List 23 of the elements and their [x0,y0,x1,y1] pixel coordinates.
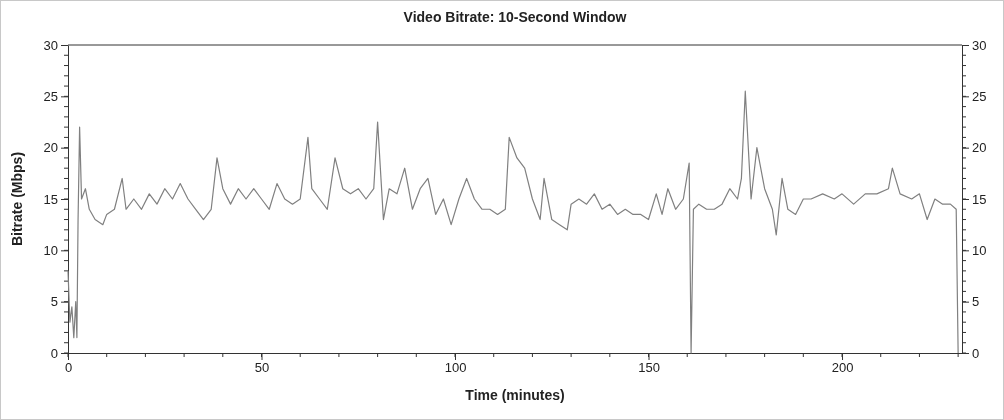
y-tick-label: 5 [50,294,58,310]
x-tick-label: 100 [444,360,467,376]
y-tick-label: 25 [43,88,58,104]
x-tick-label: 0 [64,360,73,376]
y2-tick-label: 0 [972,345,980,361]
y2-tick-label: 15 [972,191,987,207]
y2-tick-label: 10 [972,242,987,258]
y-tick-label: 0 [50,345,58,361]
chart-title: Video Bitrate: 10-Second Window [403,9,627,25]
y-axis-title: Bitrate (Mbps) [9,151,25,247]
y2-tick-label: 20 [972,140,987,156]
y2-tick-label: 25 [972,88,987,104]
x-tick-label: 200 [831,360,854,376]
y-tick-label: 15 [43,191,58,207]
y2-tick-label: 30 [972,37,987,53]
line-series [67,90,959,354]
y2-tick-label: 5 [972,294,980,310]
x-tick-label: 50 [254,360,270,376]
x-tick-label: 150 [638,360,660,376]
x-axis-title: Time (minutes) [465,387,565,403]
y-tick-label: 30 [43,37,58,53]
y-tick-label: 10 [43,242,58,258]
y-tick-label: 20 [43,140,58,156]
